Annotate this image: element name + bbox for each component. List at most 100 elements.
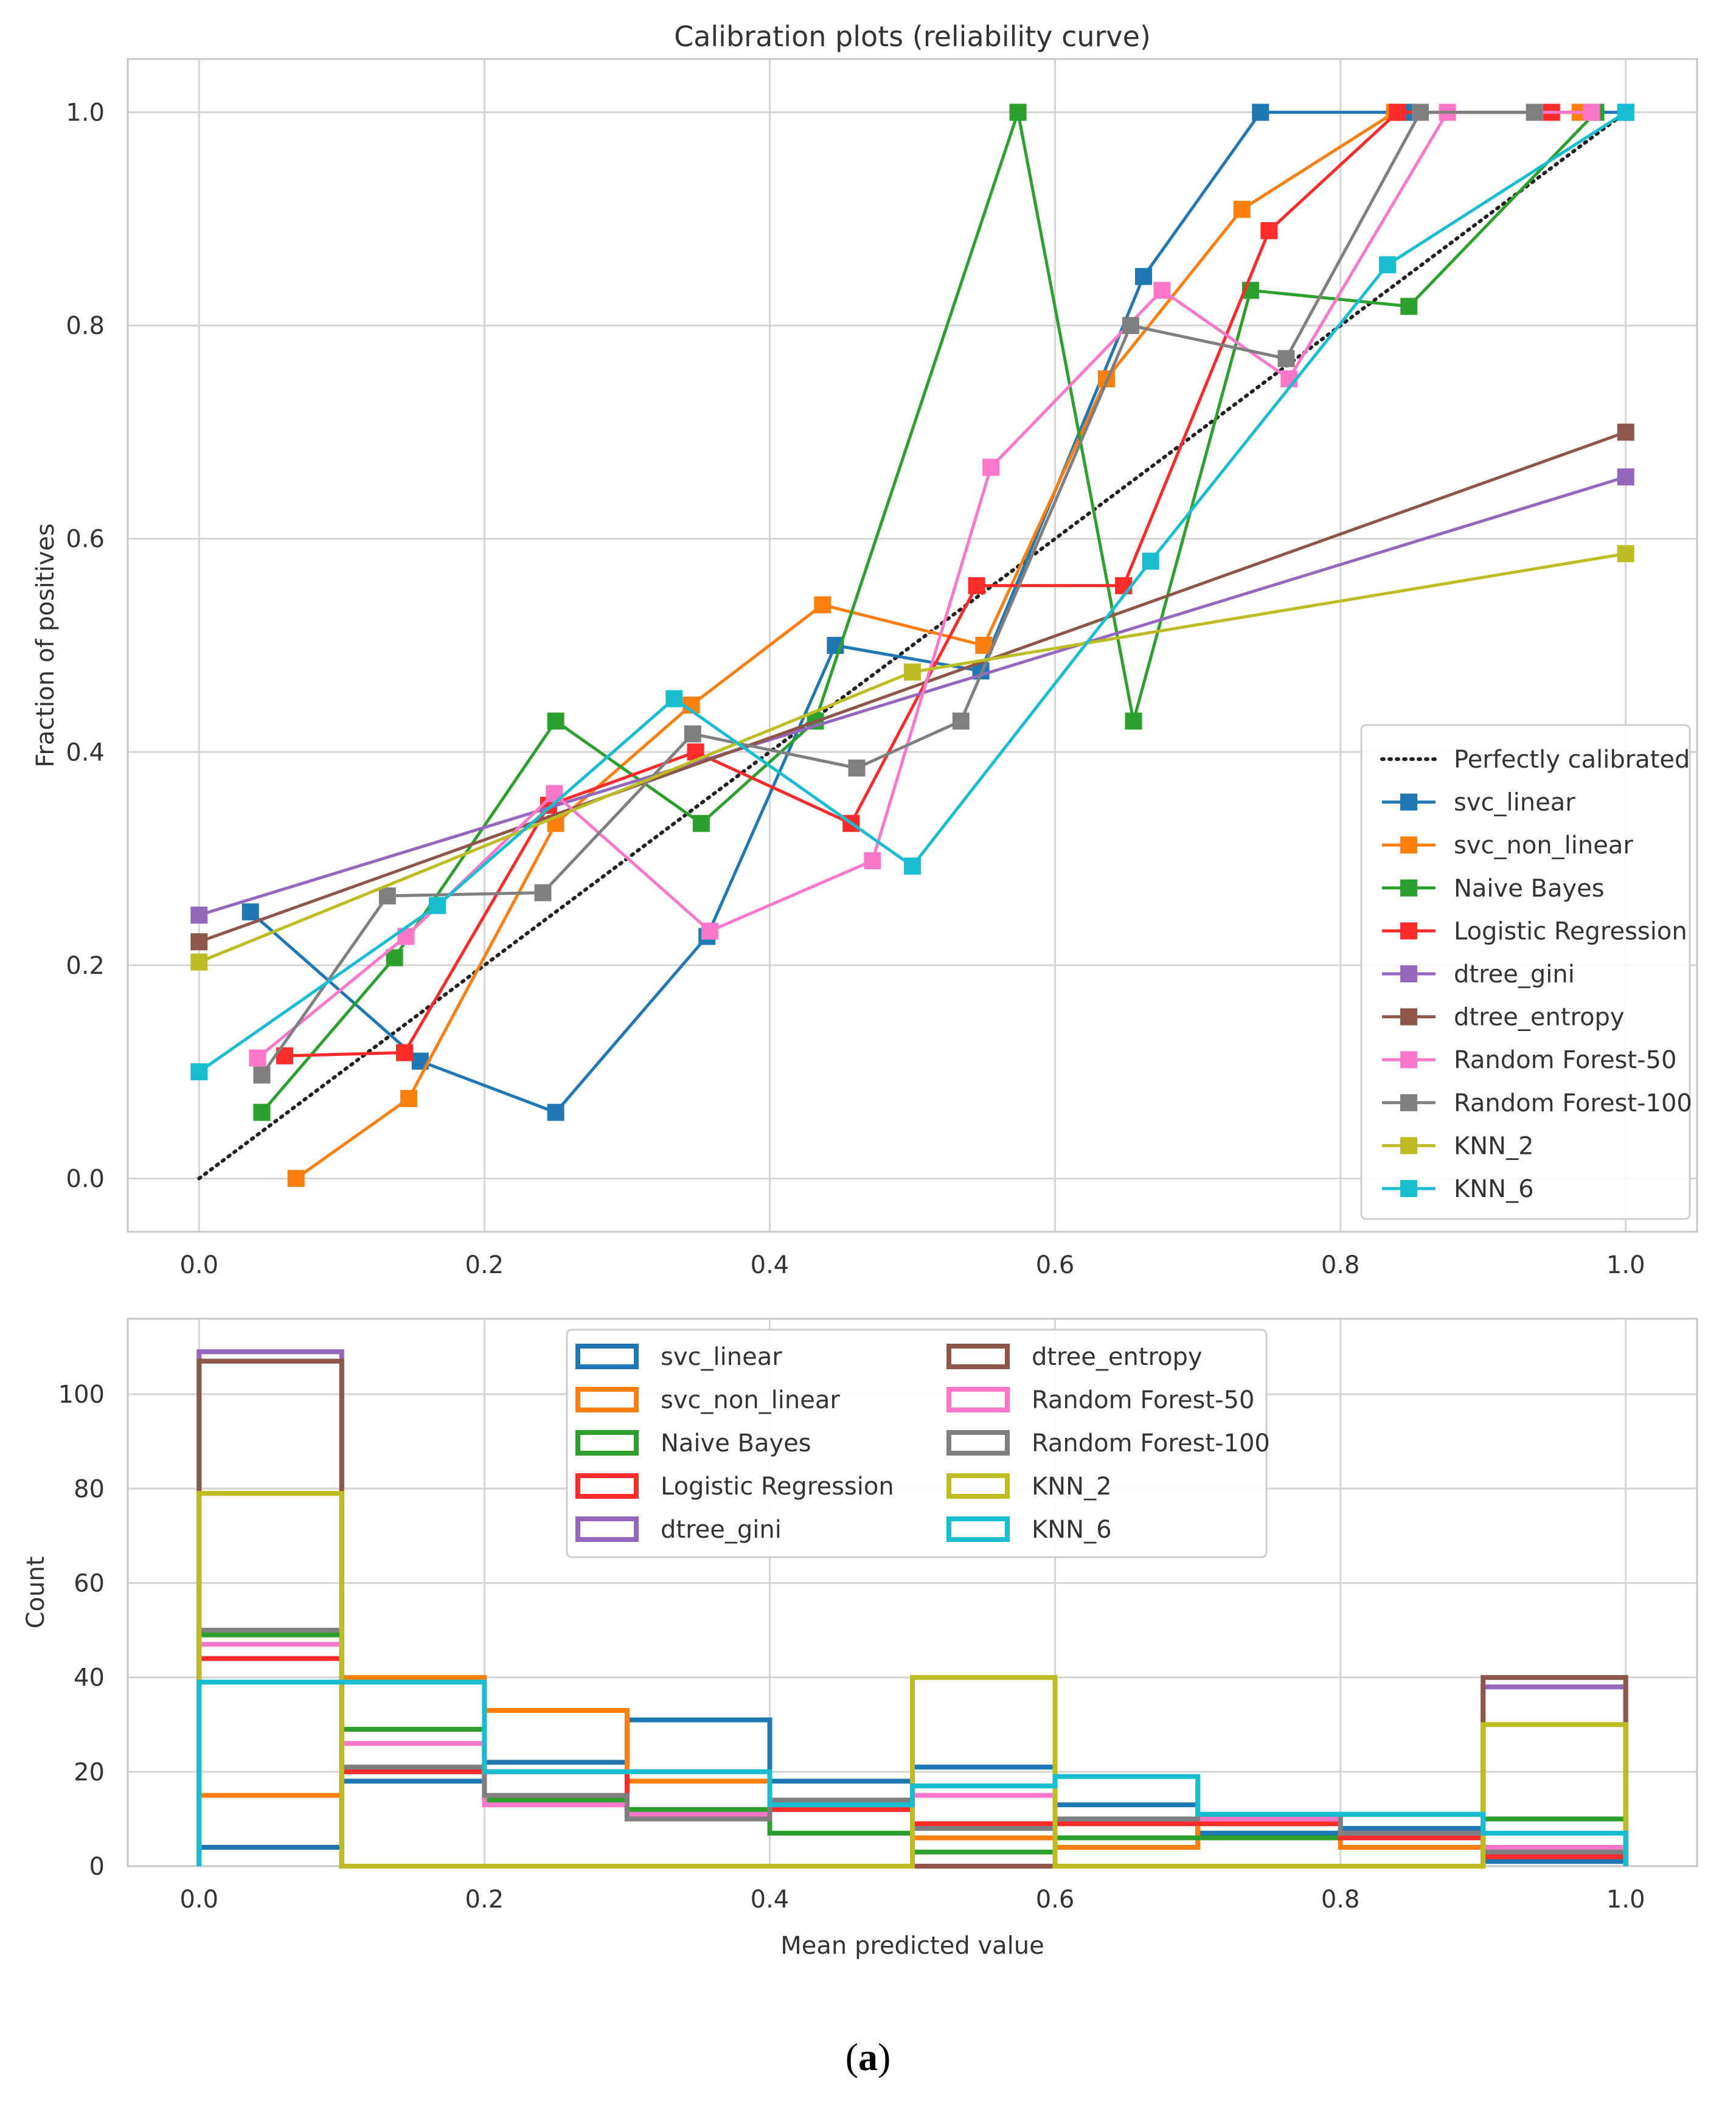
histogram-chart: 0.0 0.2 0.4 0.6 0.8 1.0 0 20 40 60 80 100 Mean predi…: [22, 1318, 1698, 1960]
series-marker: [400, 1089, 418, 1107]
series-marker: [253, 1103, 271, 1121]
legend-swatch: [575, 1344, 639, 1369]
chart-title: Calibration plots (reliability curve): [674, 20, 1151, 53]
legend-marker: [1400, 836, 1417, 854]
series-marker: [665, 690, 683, 707]
legend-label: dtree_entropy: [1032, 1343, 1203, 1371]
series-marker: [249, 1049, 266, 1067]
series-marker: [1125, 712, 1142, 730]
series-line: [284, 111, 1552, 1058]
legend-swatch: [575, 1516, 639, 1542]
series-marker: [904, 663, 921, 681]
series-marker: [547, 1103, 564, 1121]
x-tick-label: 0.2: [465, 1251, 504, 1279]
caption-letter: a: [858, 2035, 878, 2078]
x-tick-label: 0.6: [1036, 1251, 1075, 1279]
series-marker: [814, 596, 832, 614]
legend-marker: [1400, 879, 1417, 897]
y-tick-label: 0.8: [66, 312, 105, 340]
series-marker: [253, 1066, 271, 1084]
y-tick-label: 20: [74, 1759, 105, 1786]
series-marker: [1617, 103, 1634, 121]
series-marker: [190, 906, 208, 924]
y-tick-label: 0.4: [66, 738, 105, 766]
series-line: [260, 111, 1535, 1076]
legend-label: Random Forest-100: [1032, 1429, 1270, 1457]
legend-label: Random Forest-50: [1032, 1386, 1254, 1414]
legend-swatch: [575, 1473, 639, 1499]
legend-label: dtree_entropy: [1454, 1004, 1625, 1032]
legend-label: KNN_2: [1032, 1473, 1112, 1501]
legend-marker: [1400, 1137, 1417, 1154]
series-marker: [396, 1044, 414, 1061]
legend-label: Naive Bayes: [1454, 875, 1605, 903]
series-marker: [982, 459, 999, 476]
series-marker: [848, 759, 866, 777]
x-tick-label: 0.6: [1036, 1886, 1075, 1914]
series-marker: [190, 933, 208, 951]
legend-marker: [1400, 1180, 1417, 1197]
legend-label: svc_non_linear: [1454, 832, 1633, 859]
plot-frame: [127, 58, 1698, 1233]
series-marker: [190, 953, 208, 971]
caption-close: ): [878, 2035, 891, 2078]
x-tick-label: 1.0: [1606, 1886, 1645, 1914]
y-axis-label: Fraction of positives: [32, 523, 60, 767]
x-tick-label: 0.4: [751, 1251, 790, 1279]
series-line: [295, 111, 1580, 1180]
legend-label: KNN_6: [1454, 1175, 1534, 1203]
series-marker: [1134, 268, 1152, 285]
series-marker: [1411, 103, 1429, 121]
series-marker: [287, 1170, 305, 1187]
series-marker: [1617, 468, 1634, 486]
series-marker: [1617, 423, 1634, 441]
series-marker: [864, 852, 881, 870]
histogram-step: [196, 1679, 1628, 1866]
legend-label: KNN_6: [1032, 1516, 1112, 1544]
x-tick-label: 0.8: [1321, 1251, 1360, 1279]
legend-swatch: [946, 1387, 1010, 1412]
series-marker: [968, 577, 985, 594]
series-marker: [1115, 577, 1133, 594]
legend-marker: [1400, 922, 1417, 940]
series-marker: [1400, 297, 1418, 315]
legend-marker: [1400, 1051, 1417, 1069]
legend-swatch: [946, 1344, 1010, 1369]
caption-open: (: [845, 2035, 858, 2078]
legend-label: Random Forest-50: [1454, 1046, 1676, 1074]
legend-label: Naive Bayes: [661, 1429, 811, 1457]
series-marker: [190, 1063, 208, 1081]
y-tick-label: 100: [58, 1381, 105, 1409]
legend-swatch: [946, 1473, 1010, 1499]
x-tick-label: 1.0: [1606, 1251, 1645, 1279]
series-marker: [904, 857, 921, 875]
series-marker: [1379, 256, 1397, 274]
legend-label: Perfectly calibrated: [1454, 746, 1690, 774]
series-marker: [692, 814, 710, 832]
series-line: [249, 111, 1626, 1114]
y-tick-label: 1.0: [66, 99, 105, 127]
series-marker: [701, 922, 718, 940]
legend-box: [1360, 724, 1691, 1220]
y-tick-label: 0.2: [66, 952, 105, 980]
x-axis-label: Mean predicted value: [780, 1932, 1044, 1960]
x-tick-label: 0.8: [1321, 1886, 1360, 1914]
x-tick-label: 0.0: [179, 1251, 218, 1279]
y-tick-label: 60: [74, 1569, 105, 1597]
y-tick-label: 0: [89, 1853, 105, 1881]
legend-box: [566, 1328, 1268, 1558]
x-tick-label: 0.0: [179, 1886, 218, 1914]
legend-label: dtree_gini: [661, 1516, 782, 1544]
legend-marker: [1400, 1094, 1417, 1111]
series-marker: [952, 712, 970, 730]
series-marker: [1260, 222, 1278, 240]
figure-caption: (a): [0, 2035, 1736, 2080]
legend-swatch: [575, 1387, 639, 1412]
x-tick-label: 0.2: [465, 1886, 504, 1914]
series-marker: [1583, 103, 1600, 121]
x-tick-label: 0.4: [751, 1886, 790, 1914]
series-marker: [1389, 103, 1406, 121]
y-tick-label: 80: [74, 1475, 105, 1503]
y-tick-label: 40: [74, 1664, 105, 1692]
series-marker: [547, 712, 564, 730]
